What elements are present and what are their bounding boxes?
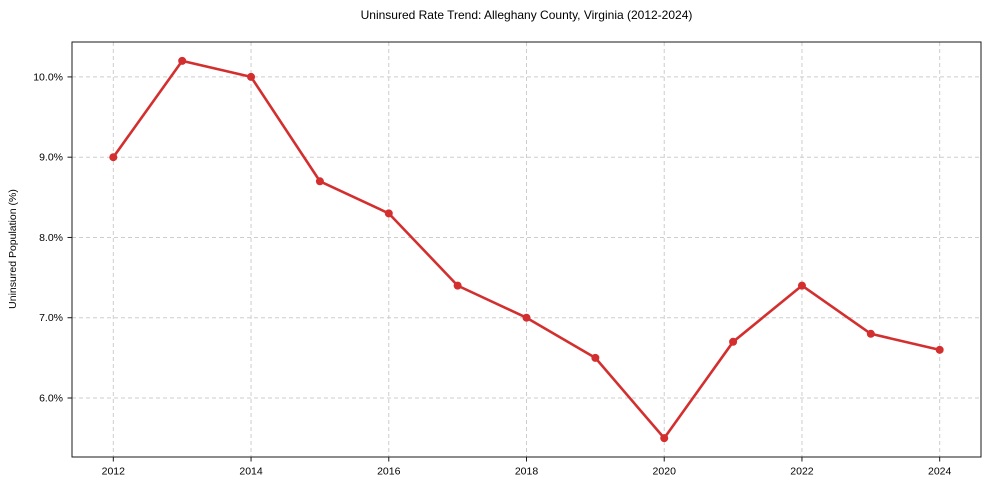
data-point-marker: [866, 329, 875, 338]
y-tick-label: 10.0%: [33, 71, 63, 83]
data-point-marker: [797, 281, 806, 290]
chart-title: Uninsured Rate Trend: Alleghany County, …: [360, 8, 693, 22]
x-tick-label: 2012: [102, 466, 126, 478]
data-point-marker: [315, 177, 324, 186]
data-point-marker: [935, 345, 944, 354]
data-point-marker: [729, 337, 738, 346]
y-axis-label: Uninsured Population (%): [7, 189, 19, 309]
data-point-marker: [522, 313, 531, 322]
data-point-marker: [178, 56, 187, 65]
data-point-marker: [591, 353, 600, 362]
data-point-marker: [453, 281, 462, 290]
y-tick-label: 7.0%: [39, 312, 63, 324]
y-tick-label: 6.0%: [39, 393, 63, 405]
x-tick-label: 2018: [515, 466, 539, 478]
data-point-marker: [109, 153, 118, 162]
data-point-marker: [660, 434, 669, 443]
x-tick-label: 2016: [377, 466, 401, 478]
data-point-marker: [247, 72, 256, 81]
y-tick-label: 9.0%: [39, 152, 63, 164]
x-tick-label: 2022: [790, 466, 814, 478]
y-tick-label: 8.0%: [39, 232, 63, 244]
x-tick-label: 2020: [653, 466, 677, 478]
x-tick-label: 2014: [239, 466, 263, 478]
x-tick-label: 2024: [928, 466, 952, 478]
data-point-marker: [384, 209, 393, 218]
